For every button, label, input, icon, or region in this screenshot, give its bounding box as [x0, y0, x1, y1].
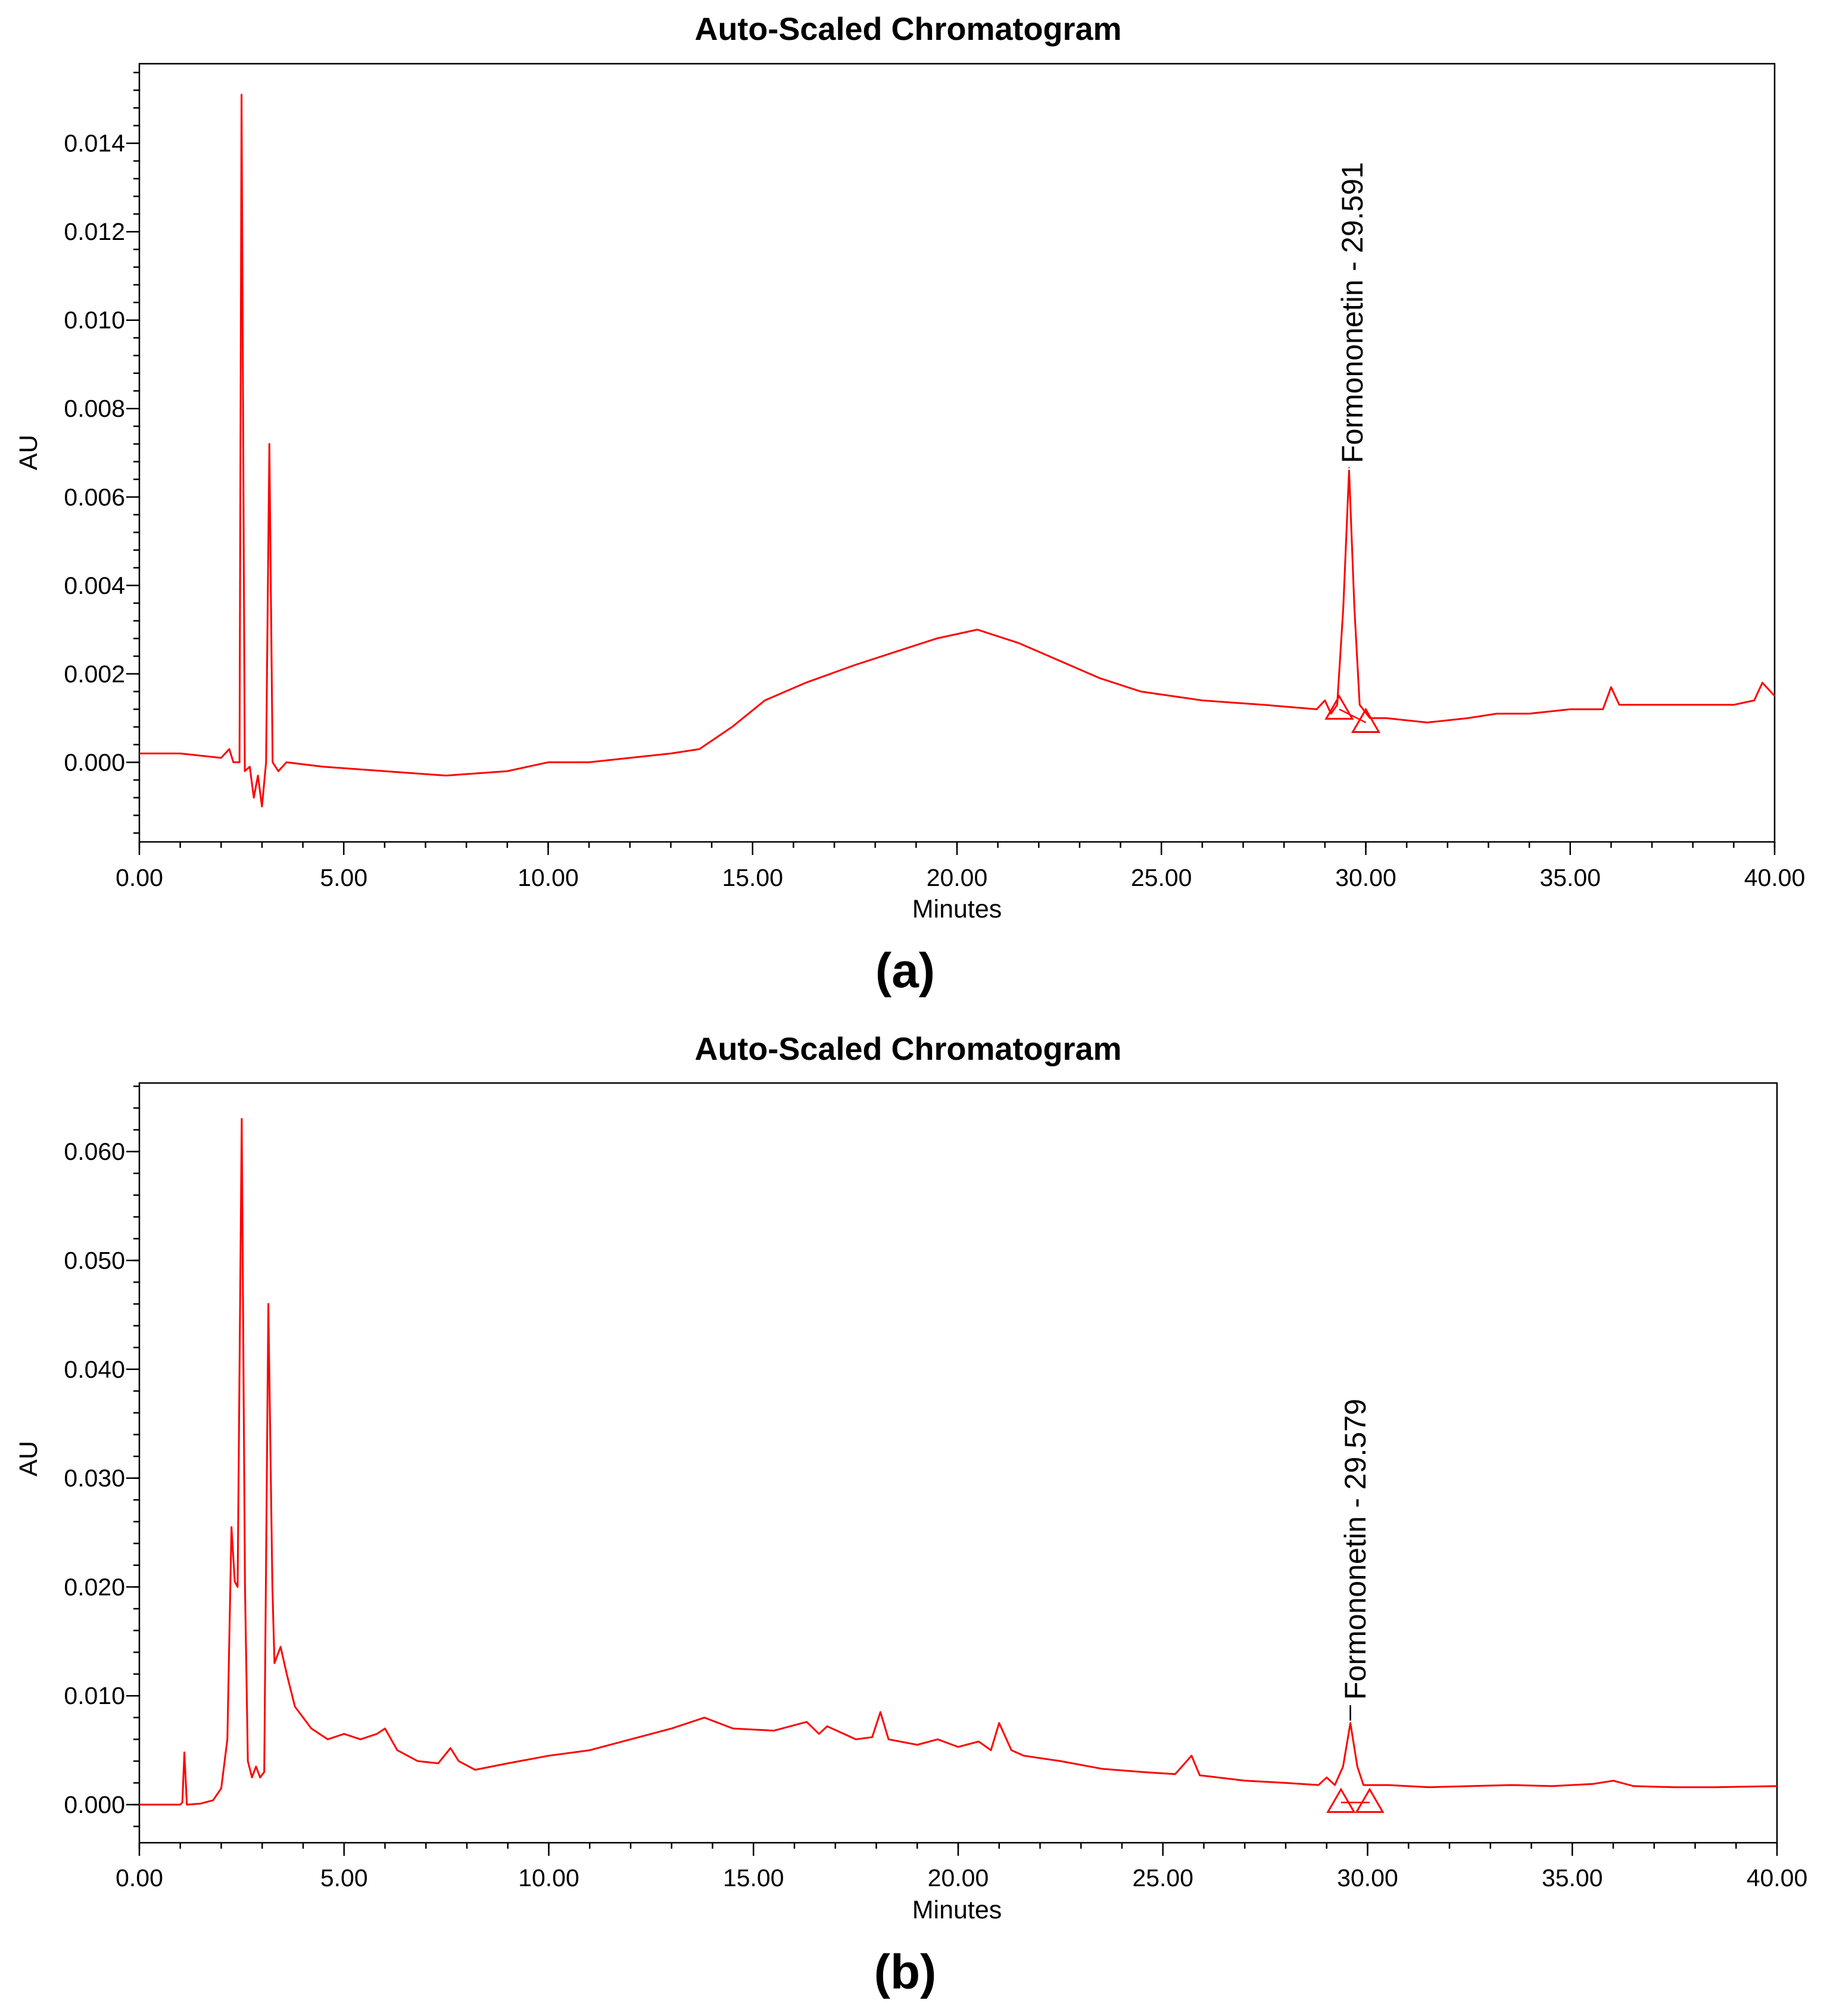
x-tick-label: 30.00 — [1335, 864, 1396, 891]
x-tick-label: 10.00 — [518, 1864, 579, 1892]
x-tick-label: 25.00 — [1132, 1864, 1193, 1892]
y-axis-label: AU — [14, 435, 43, 470]
y-tick-label: 0.010 — [64, 307, 125, 334]
y-tick-label: 0.050 — [64, 1247, 125, 1274]
peak-end-marker — [1355, 1787, 1385, 1813]
chart-panel-a: Auto-Scaled Chromatogram 0.0000.0020.004… — [14, 11, 1805, 998]
chromatogram-trace — [139, 93, 1776, 808]
y-tick-label: 0.008 — [64, 395, 125, 422]
chart-title: Auto-Scaled Chromatogram — [694, 1031, 1121, 1067]
y-tick-label: 0.014 — [64, 130, 125, 157]
y-axis: 0.000 0.010 0.020 0.030 0.040 0.050 0.060 — [64, 1085, 139, 1827]
y-tick-label: 0.006 — [64, 483, 125, 511]
x-axis-label: Minutes — [912, 1896, 1002, 1924]
x-axis: 0.00 5.00 10.00 15.00 20.00 25.00 30.00 35.00 40… — [116, 842, 1805, 891]
plot-frame — [138, 63, 1776, 843]
x-tick-label: 15.00 — [723, 1864, 784, 1892]
y-tick-label: 0.004 — [64, 572, 125, 599]
x-tick-label: 15.00 — [722, 864, 783, 891]
peak-annotations: Formononetin - 29.591 — [1324, 162, 1381, 733]
y-tick-label: 0.060 — [64, 1138, 125, 1165]
peak-end-marker — [1351, 707, 1381, 733]
chromatogram-trace — [139, 1118, 1778, 1806]
peak-baseline — [1339, 709, 1367, 723]
peak-start-marker — [1324, 694, 1354, 720]
x-tick-label: 0.00 — [116, 864, 163, 891]
panel-label: (a) — [875, 944, 935, 998]
y-tick-label: 0.040 — [64, 1356, 125, 1383]
x-tick-label: 40.00 — [1744, 864, 1806, 891]
x-tick-label: 10.00 — [517, 864, 579, 891]
y-tick-label: 0.012 — [64, 218, 125, 245]
peak-annotation-label: Formononetin - 29.591 — [1336, 162, 1369, 463]
peak-annotation-label: Formononetin - 29.579 — [1339, 1399, 1372, 1700]
x-tick-label: 30.00 — [1337, 1864, 1398, 1892]
x-tick-label: 25.00 — [1131, 864, 1192, 891]
x-tick-label: 20.00 — [928, 1864, 989, 1892]
y-tick-label: 0.000 — [64, 1791, 125, 1818]
x-tick-label: 5.00 — [320, 864, 367, 891]
y-tick-label: 0.030 — [64, 1465, 125, 1492]
chart-title: Auto-Scaled Chromatogram — [694, 11, 1121, 47]
y-tick-label: 0.010 — [64, 1682, 125, 1709]
x-tick-label: 20.00 — [927, 864, 988, 891]
peak-annotations: Formononetin - 29.579 — [1326, 1399, 1385, 1813]
y-tick-label: 0.002 — [64, 660, 125, 688]
y-axis-label: AU — [14, 1441, 43, 1477]
peak-start-marker — [1326, 1787, 1356, 1813]
y-tick-label: 0.000 — [64, 748, 125, 776]
y-tick-label: 0.020 — [64, 1573, 125, 1600]
x-tick-label: 0.00 — [116, 1864, 163, 1892]
panel-label: (b) — [874, 1945, 937, 1999]
chart-panel-b: Auto-Scaled Chromatogram 0.000 0.010 0.020… — [14, 1031, 1807, 1999]
x-axis: 0.00 5.00 10.00 15.00 20.00 25.00 30.00 35.00 40… — [116, 1843, 1807, 1892]
y-axis: 0.000 0.002 0.004 0.006 0.008 0.010 0.012 0.014 — [64, 71, 139, 834]
x-tick-label: 35.00 — [1542, 1864, 1603, 1892]
x-tick-label: 5.00 — [320, 1864, 368, 1892]
x-axis-label: Minutes — [912, 895, 1002, 923]
x-tick-label: 40.00 — [1747, 1864, 1808, 1892]
x-tick-label: 35.00 — [1539, 864, 1601, 891]
